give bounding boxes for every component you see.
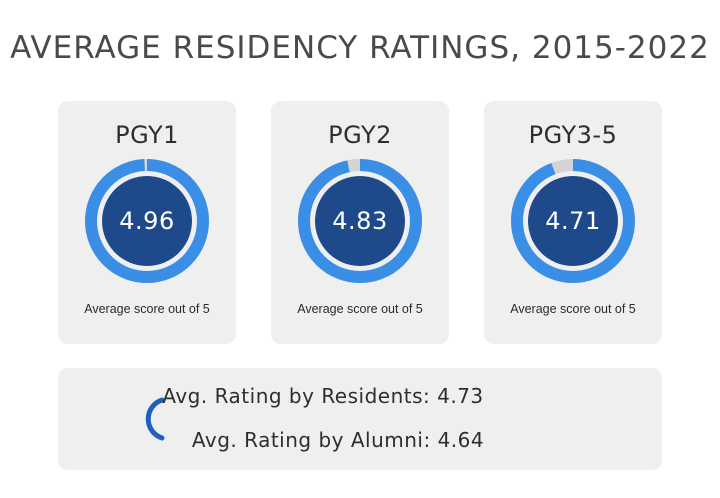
card-label: PGY3-5 [528, 121, 618, 149]
gauge: 4.71 [508, 156, 638, 286]
card-label: PGY2 [328, 121, 392, 149]
chart-title: AVERAGE RESIDENCY RATINGS, 2015-2022 [10, 30, 710, 66]
gauge-value: 4.71 [545, 207, 601, 235]
card-label: PGY1 [115, 121, 179, 149]
gauge-svg [85, 159, 209, 283]
gauge-inner-disc [315, 176, 405, 266]
gauge: 4.96 [82, 156, 212, 286]
gauge-svg [511, 159, 635, 283]
gauge-value: 4.96 [119, 207, 175, 235]
gauge-svg [298, 159, 422, 283]
card-caption: Average score out of 5 [84, 302, 210, 316]
card-caption: Average score out of 5 [510, 302, 636, 316]
gauge-inner-disc [528, 176, 618, 266]
rating-card-pgy1: PGY1 4.96 Average score out of 5 [58, 101, 236, 344]
rating-card-pgy2: PGY2 4.83 Average score out of 5 [271, 101, 449, 344]
summary-residents: Avg. Rating by Residents: 4.73 [162, 384, 484, 408]
rating-card-pgy3-5: PGY3-5 4.71 Average score out of 5 [484, 101, 662, 344]
gauge-fill-arc [85, 159, 209, 283]
gauge-inner-disc [102, 176, 192, 266]
gauge: 4.83 [295, 156, 425, 286]
card-caption: Average score out of 5 [297, 302, 423, 316]
summary-panel: Avg. Rating by Residents: 4.73 Avg. Rati… [58, 368, 662, 470]
gauge-fill-arc [298, 159, 422, 283]
gauge-fill-arc [511, 159, 635, 283]
gauge-value: 4.83 [332, 207, 388, 235]
summary-alumni: Avg. Rating by Alumni: 4.64 [191, 428, 485, 452]
arc-icon [145, 397, 165, 441]
